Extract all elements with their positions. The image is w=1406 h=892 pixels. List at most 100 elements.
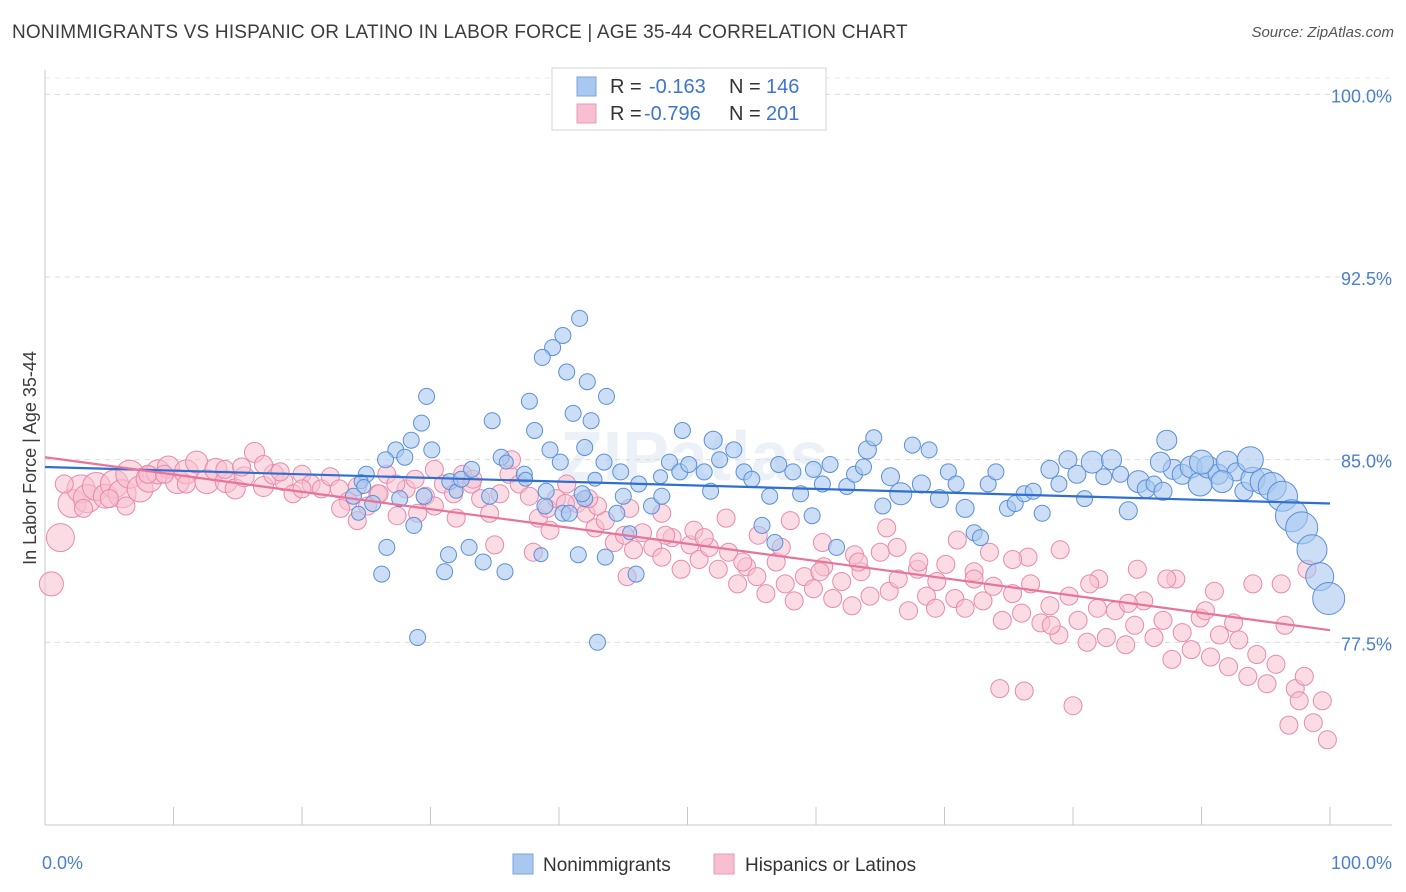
point-nonimmigrants bbox=[364, 495, 382, 512]
point-nonimmigrants bbox=[554, 327, 572, 344]
point-nonimmigrants bbox=[874, 497, 892, 515]
point-nonimmigrants bbox=[460, 538, 478, 556]
point-nonimmigrants bbox=[612, 463, 630, 481]
legend-r-value-2: -0.796 bbox=[644, 103, 701, 125]
point-hispanics bbox=[1247, 645, 1267, 664]
legend-r-label-1: R = bbox=[610, 76, 642, 98]
point-nonimmigrants bbox=[1024, 482, 1042, 500]
point-hispanics bbox=[1279, 715, 1299, 735]
point-hispanics bbox=[842, 596, 862, 616]
point-nonimmigrants bbox=[1189, 449, 1214, 475]
point-nonimmigrants bbox=[544, 339, 562, 357]
point-nonimmigrants bbox=[481, 487, 499, 505]
point-hispanics bbox=[780, 511, 800, 531]
point-nonimmigrants bbox=[474, 553, 492, 571]
point-nonimmigrants bbox=[673, 422, 691, 439]
point-nonimmigrants bbox=[761, 487, 779, 505]
point-nonimmigrants bbox=[518, 471, 534, 487]
point-hispanics bbox=[45, 523, 75, 553]
point-hispanics bbox=[870, 542, 890, 562]
point-hispanics bbox=[652, 547, 672, 567]
y-tick-label: 100.0% bbox=[1331, 86, 1392, 106]
point-nonimmigrants bbox=[703, 430, 723, 450]
point-nonimmigrants bbox=[520, 392, 538, 410]
point-nonimmigrants bbox=[440, 546, 457, 564]
point-hispanics bbox=[1195, 601, 1215, 621]
point-nonimmigrants bbox=[1076, 490, 1094, 508]
tick-labels: 77.5% 85.0% 92.5% 100.0% 0.0% 100.0% bbox=[42, 86, 1392, 873]
point-nonimmigrants bbox=[1312, 582, 1346, 615]
trend-lines bbox=[44, 456, 1331, 632]
point-hispanics bbox=[733, 552, 753, 572]
point-nonimmigrants bbox=[865, 429, 883, 447]
y-tick-label: 92.5% bbox=[1341, 269, 1392, 289]
point-nonimmigrants bbox=[661, 453, 678, 471]
point-nonimmigrants bbox=[402, 431, 420, 449]
point-hispanics bbox=[832, 572, 852, 591]
point-nonimmigrants bbox=[533, 348, 551, 366]
point-nonimmigrants bbox=[972, 529, 989, 547]
point-hispanics bbox=[1257, 674, 1277, 694]
point-nonimmigrants bbox=[595, 453, 613, 471]
point-nonimmigrants bbox=[541, 441, 559, 459]
point-hispanics bbox=[810, 562, 830, 582]
point-hispanics bbox=[1040, 596, 1060, 616]
point-hispanics bbox=[405, 469, 425, 489]
point-hispanics bbox=[716, 508, 736, 528]
point-nonimmigrants bbox=[569, 546, 587, 564]
point-nonimmigrants bbox=[770, 456, 788, 473]
point-hispanics bbox=[1181, 640, 1201, 660]
point-nonimmigrants bbox=[587, 471, 603, 487]
point-hispanics bbox=[1201, 647, 1220, 667]
legend-r-label-2: R = bbox=[610, 103, 642, 125]
x-tick-label: 100.0% bbox=[1331, 853, 1392, 873]
point-nonimmigrants bbox=[903, 436, 921, 454]
point-hispanics bbox=[973, 591, 993, 611]
point-hispanics bbox=[480, 503, 500, 523]
series-nonimmigrants-points bbox=[344, 309, 1346, 651]
point-hispanics bbox=[1127, 559, 1147, 579]
point-nonimmigrants bbox=[695, 463, 713, 481]
point-nonimmigrants bbox=[1149, 451, 1171, 473]
point-nonimmigrants bbox=[608, 504, 626, 522]
point-hispanics bbox=[1312, 691, 1332, 711]
point-nonimmigrants bbox=[653, 487, 671, 505]
point-hispanics bbox=[990, 679, 1010, 699]
point-nonimmigrants bbox=[1095, 468, 1113, 486]
y-tick-label: 85.0% bbox=[1341, 452, 1392, 472]
point-hispanics bbox=[1050, 540, 1070, 560]
point-nonimmigrants bbox=[436, 563, 454, 581]
point-hispanics bbox=[1303, 713, 1323, 733]
point-hispanics bbox=[624, 540, 643, 560]
point-nonimmigrants bbox=[920, 441, 938, 459]
point-nonimmigrants bbox=[653, 469, 668, 485]
point-nonimmigrants bbox=[405, 516, 423, 534]
point-hispanics bbox=[784, 591, 804, 611]
point-nonimmigrants bbox=[551, 453, 569, 471]
point-nonimmigrants bbox=[627, 565, 645, 583]
legend-n-value-1: 146 bbox=[766, 76, 799, 98]
point-nonimmigrants bbox=[589, 633, 606, 651]
point-hispanics bbox=[1153, 610, 1173, 630]
point-nonimmigrants bbox=[1296, 534, 1328, 566]
point-hispanics bbox=[1144, 628, 1164, 647]
legend-bottom: Nonimmigrants Hispanics or Latinos bbox=[512, 853, 916, 876]
point-hispanics bbox=[728, 574, 748, 594]
point-nonimmigrants bbox=[643, 497, 660, 515]
point-hispanics bbox=[1294, 666, 1314, 686]
point-nonimmigrants bbox=[1040, 459, 1060, 479]
point-hispanics bbox=[1243, 574, 1263, 594]
point-nonimmigrants bbox=[573, 485, 591, 503]
point-hispanics bbox=[1229, 630, 1249, 650]
point-hispanics bbox=[1014, 681, 1034, 701]
point-nonimmigrants bbox=[1236, 446, 1264, 474]
x-tick-label: 0.0% bbox=[42, 853, 83, 873]
point-nonimmigrants bbox=[391, 490, 409, 508]
point-nonimmigrants bbox=[803, 507, 821, 525]
point-hispanics bbox=[1266, 654, 1286, 674]
point-hispanics bbox=[74, 498, 93, 518]
point-nonimmigrants bbox=[526, 422, 544, 439]
point-hispanics bbox=[860, 586, 880, 606]
point-nonimmigrants bbox=[680, 456, 698, 473]
